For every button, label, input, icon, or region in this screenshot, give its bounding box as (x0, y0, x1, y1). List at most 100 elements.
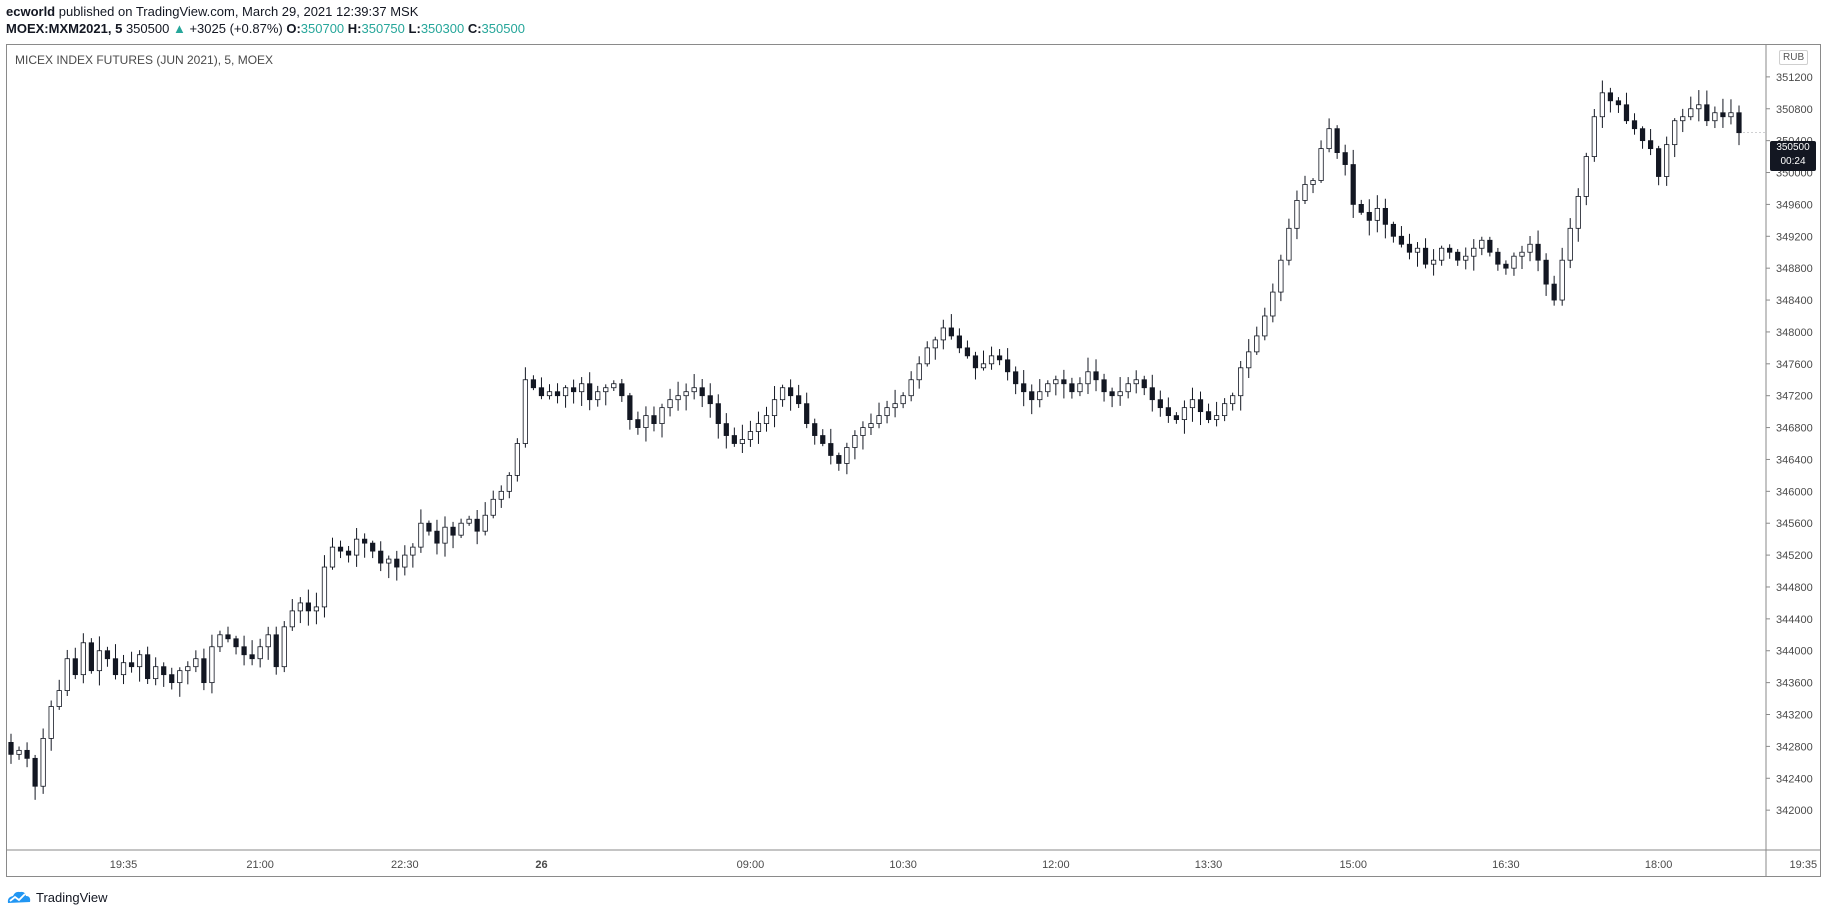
chart-frame (6, 44, 1821, 877)
candle-body (1077, 383, 1083, 393)
candle-body (241, 646, 247, 656)
candle-body (362, 538, 368, 544)
candle-body (1069, 383, 1075, 393)
candle-body (96, 650, 103, 672)
candle-body (595, 391, 601, 401)
candle-body (1455, 251, 1461, 261)
candle-body (24, 749, 30, 759)
y-tick-label: 343200 (1776, 710, 1813, 722)
candle-body (1197, 399, 1204, 413)
close-value: 350500 (481, 21, 525, 36)
candle-body (1398, 235, 1405, 245)
candle-body (972, 355, 979, 369)
candle-body (755, 423, 762, 432)
candle-body (546, 391, 553, 397)
candle-body (836, 455, 842, 464)
candle-body (1013, 371, 1019, 385)
y-tick-label: 343600 (1776, 678, 1813, 690)
candle-body (1728, 112, 1734, 118)
candle-body (964, 347, 971, 357)
candle-body (273, 634, 279, 668)
x-tick-label: 19:35 (110, 859, 138, 871)
candle-body (643, 415, 649, 428)
candle-body (40, 738, 46, 787)
candle-body (1310, 180, 1316, 185)
candle-body (345, 550, 352, 556)
candle-body (474, 518, 480, 532)
x-tick-label: 19:35 (1790, 859, 1818, 871)
currency-badge[interactable]: RUB (1779, 50, 1809, 65)
candle-body (1302, 184, 1308, 201)
candle-body (482, 514, 488, 532)
candle-body (402, 554, 408, 568)
candle-body (514, 443, 520, 476)
candle-body (723, 423, 729, 436)
y-tick-label: 344800 (1776, 582, 1813, 594)
candle-body (996, 355, 1003, 361)
candle-body (145, 654, 151, 680)
candle-body (1157, 399, 1163, 409)
candle-body (1294, 200, 1300, 229)
candle-body (1414, 247, 1421, 253)
candle-body (1527, 243, 1533, 253)
candle-body (1326, 128, 1332, 150)
candle-body (787, 387, 794, 397)
candle-body (185, 666, 191, 672)
y-tick-label: 351200 (1776, 72, 1813, 84)
y-tick-label: 342400 (1776, 773, 1813, 785)
candle-body (667, 399, 673, 409)
candle-body (980, 363, 987, 369)
candle-body (321, 566, 328, 608)
candle-body (458, 522, 464, 536)
y-tick-label: 344000 (1776, 646, 1813, 658)
candle-body (1422, 247, 1429, 265)
candle-body (538, 387, 545, 397)
candle-body (1230, 395, 1236, 405)
y-tick-label: 349200 (1776, 231, 1813, 243)
y-tick-label: 347200 (1776, 391, 1813, 403)
candle-body (1406, 243, 1413, 253)
candle-body (1101, 379, 1107, 393)
candle-body (209, 646, 215, 684)
candle-body (1374, 207, 1380, 221)
candle-body (353, 538, 360, 556)
candle-body (1246, 351, 1252, 369)
candle-body (153, 666, 159, 680)
brand-label: TradingView (36, 889, 108, 905)
candle-body (1479, 239, 1485, 249)
low-label: L: (408, 21, 421, 36)
candle-body (193, 658, 199, 668)
candle-body (1591, 116, 1597, 157)
publish-text: published on TradingView.com, March 29, … (55, 4, 419, 19)
last-price-label-value: 350500 (1776, 142, 1810, 153)
candle-body (1133, 379, 1139, 385)
candle-body (257, 646, 263, 660)
candle-body (747, 431, 754, 440)
candle-body (1125, 383, 1131, 393)
symbol-name: MOEX:MXM2021, 5 (6, 21, 123, 36)
candle-body (812, 423, 818, 436)
candle-body (1358, 204, 1364, 213)
candle-body (908, 379, 914, 397)
candle-body (169, 674, 175, 684)
candle-body (1342, 152, 1348, 165)
candle-body (844, 447, 850, 464)
tradingview-brand[interactable]: TradingView (6, 889, 108, 905)
author-name[interactable]: ecworld (6, 4, 56, 19)
candle-body (201, 658, 207, 684)
y-tick-label: 348800 (1776, 263, 1813, 275)
candle-body (763, 415, 770, 424)
tradingview-logo-icon (7, 891, 31, 903)
candle-body (627, 395, 633, 421)
candle-body (1535, 243, 1541, 261)
candle-body (1631, 120, 1638, 130)
candle-body (394, 558, 400, 568)
x-tick-label: 22:30 (391, 859, 419, 871)
candle-body (1495, 251, 1501, 265)
candle-body (1390, 223, 1397, 237)
candle-body (8, 742, 14, 755)
candle-body (1656, 148, 1662, 177)
candle-body (177, 670, 183, 684)
candle-body (1350, 164, 1356, 205)
